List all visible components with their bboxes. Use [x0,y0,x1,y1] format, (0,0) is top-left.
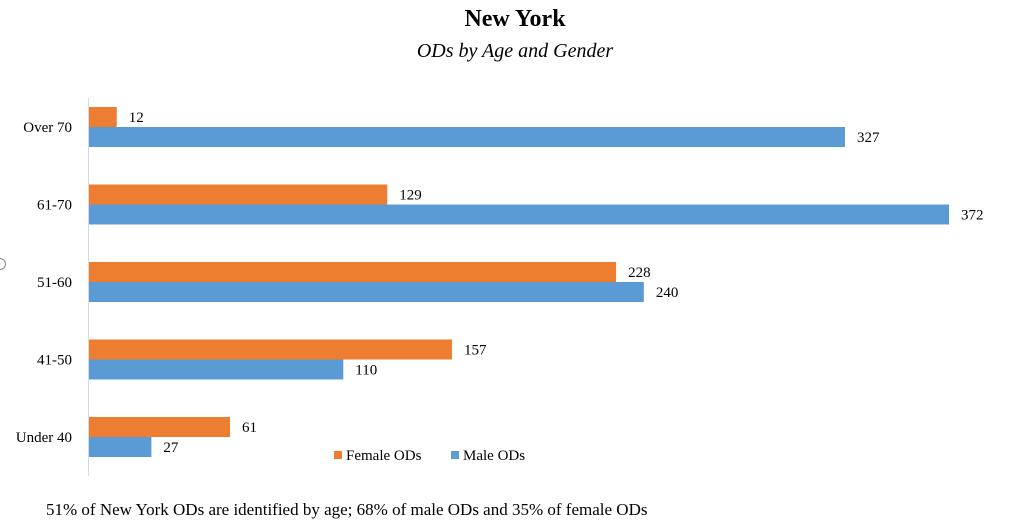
category-label: Under 40 [16,430,72,446]
bar-male [89,282,644,302]
bar-chart: Over 70 12 327 61-70 129 372 51-60 228 240 41-50 1… [16,98,984,476]
bar-female [89,107,117,127]
category-label: 61-70 [37,198,72,214]
data-label: 372 [961,208,984,224]
bar-female [89,339,452,360]
bar-male [89,437,152,457]
legend-swatch-female [334,451,342,459]
data-label: 12 [129,110,144,126]
legend-swatch-male [451,451,459,459]
chart-subtitle: ODs by Age and Gender [416,40,614,62]
category-label: Over 70 [23,120,72,136]
footnote: 51% of New York ODs are identified by ag… [46,500,648,519]
data-label: 228 [628,265,651,281]
data-label: 61 [242,420,257,436]
bar-female [89,184,388,205]
data-label: 129 [399,188,422,204]
category-label: 41-50 [37,353,72,369]
bar-male [89,359,344,380]
legend-label: Male ODs [463,448,525,464]
bar-male [89,127,845,147]
bar-male [89,204,949,225]
data-label: 110 [355,363,377,379]
category-label: 51-60 [37,275,72,291]
chart-title: New York [464,6,566,32]
data-label: 240 [656,285,679,301]
data-label: 327 [857,130,880,146]
bar-female [89,417,231,437]
bar-female [89,262,617,282]
data-label: 27 [163,440,179,456]
legend-label: Female ODs [346,448,422,464]
data-label: 157 [464,343,487,359]
